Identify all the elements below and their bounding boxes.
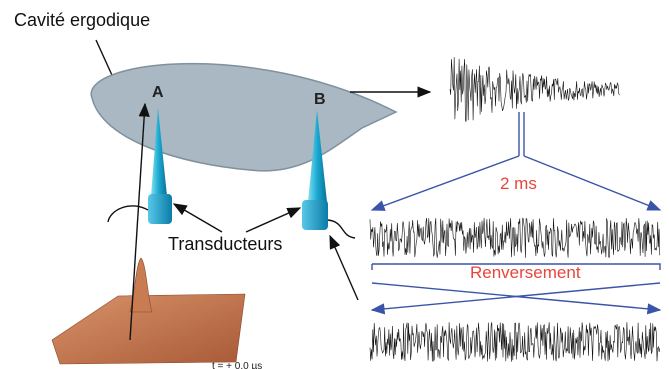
signal bbox=[370, 218, 660, 258]
cable bbox=[328, 220, 355, 238]
signal bbox=[370, 322, 660, 362]
point-label: B bbox=[314, 91, 326, 108]
transducers-label: Transducteurs bbox=[168, 234, 282, 254]
point-label: A bbox=[152, 84, 164, 101]
cavity-plate bbox=[91, 64, 396, 171]
diagram: Cavité ergodique A B Transducteurs 2 ms … bbox=[0, 0, 669, 369]
arrow bbox=[174, 204, 222, 232]
transducer bbox=[302, 200, 328, 230]
arrow bbox=[524, 156, 660, 210]
time-label: t = + 0.0 µs bbox=[212, 361, 262, 369]
arrow bbox=[372, 156, 519, 210]
reversal-label: Renversement bbox=[470, 263, 581, 282]
cavity-label: Cavité ergodique bbox=[14, 10, 150, 30]
signal bbox=[450, 57, 619, 122]
transducer bbox=[148, 194, 172, 224]
cable bbox=[108, 206, 148, 222]
arrow bbox=[246, 208, 300, 232]
arrow bbox=[330, 236, 358, 300]
duration-label: 2 ms bbox=[500, 174, 537, 193]
signals bbox=[370, 57, 660, 362]
